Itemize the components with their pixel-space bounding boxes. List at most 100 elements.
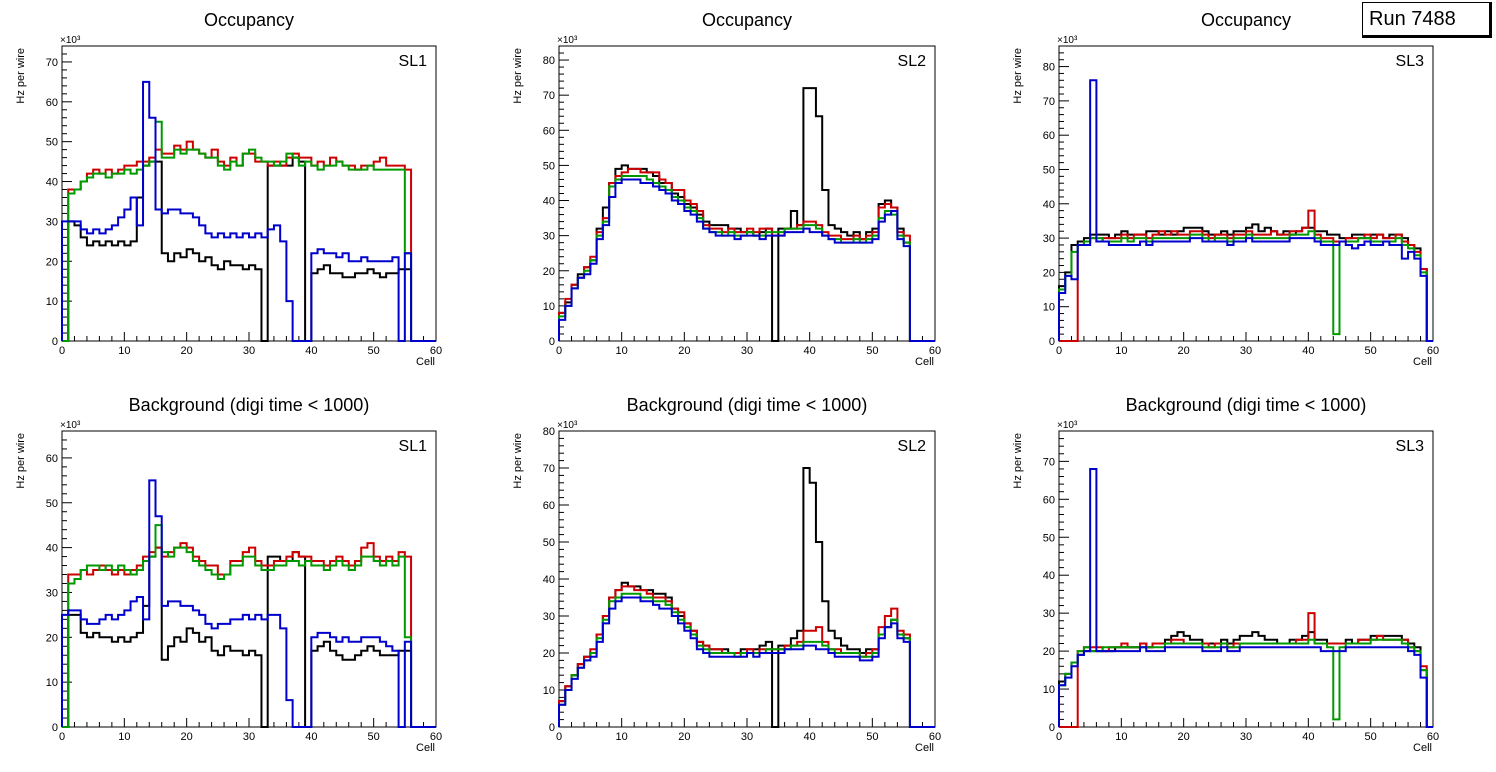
chart-title: Occupancy — [204, 10, 294, 30]
y-tick-label: 30 — [46, 587, 58, 599]
x-axis-label: Cell — [416, 356, 435, 368]
x-axis-label: Cell — [416, 742, 435, 754]
y-tick-label: 10 — [1043, 302, 1055, 314]
x-tick-label: 30 — [741, 345, 753, 357]
x-axis-label: Cell — [915, 742, 934, 754]
x-tick-label: 30 — [1240, 731, 1252, 743]
x-tick-label: 50 — [1365, 345, 1377, 357]
y-tick-label: 30 — [46, 216, 58, 228]
plot-frame — [558, 430, 936, 728]
y-tick-label: 30 — [1043, 608, 1055, 620]
series-blue-histogram — [61, 80, 436, 342]
series-black-histogram — [62, 156, 436, 342]
series-green-histogram — [558, 174, 935, 342]
y-axis-label: Hz per wire — [512, 48, 524, 104]
y-tick-label: 20 — [1043, 646, 1055, 658]
y-tick-label: 70 — [46, 57, 58, 69]
x-tick-label: 50 — [866, 345, 878, 357]
y-axis-label: Hz per wire — [15, 433, 27, 489]
x-tick-label: 60 — [430, 345, 442, 357]
x-tick-label: 10 — [1115, 345, 1127, 357]
y-tick-label: 20 — [543, 266, 555, 278]
y-tick-label: 30 — [543, 231, 555, 243]
y-tick-label: 50 — [1043, 164, 1055, 176]
superlayer-label: SL1 — [399, 438, 428, 455]
series-green-histogram — [558, 592, 935, 728]
plot-frame — [61, 430, 437, 728]
y-tick-label: 80 — [543, 55, 555, 67]
y-tick-label: 40 — [46, 177, 58, 189]
y-axis-exponent: ×10³ — [557, 420, 578, 431]
superlayer-label: SL1 — [399, 53, 428, 70]
y-tick-label: 70 — [543, 463, 555, 475]
y-tick-label: 70 — [1043, 456, 1055, 468]
histogram-panel-6: Background (digi time < 1000) SL3 Cell Hz p… — [1012, 395, 1439, 754]
x-tick-label: 50 — [1365, 731, 1377, 743]
y-tick-label: 0 — [52, 336, 58, 348]
x-tick-label: 20 — [181, 345, 193, 357]
x-tick-label: 60 — [929, 345, 941, 357]
chart-title: Occupancy — [1201, 10, 1291, 30]
y-tick-label: 0 — [52, 722, 58, 734]
x-tick-label: 20 — [1178, 731, 1190, 743]
series-blue-histogram — [1058, 79, 1433, 342]
y-tick-label: 40 — [543, 574, 555, 586]
y-axis-label: Hz per wire — [1012, 48, 1024, 104]
x-tick-label: 20 — [1178, 345, 1190, 357]
series-green-histogram — [1058, 230, 1433, 342]
histogram-panel-2: Occupancy SL2 Cell Hz per wire ×10³ 0 10 20 30 40… — [512, 10, 941, 368]
y-tick-label: 0 — [1049, 722, 1055, 734]
x-tick-label: 60 — [929, 731, 941, 743]
x-tick-label: 60 — [430, 731, 442, 743]
y-tick-label: 50 — [46, 498, 58, 510]
y-axis-label: Hz per wire — [1012, 433, 1024, 489]
x-tick-label: 10 — [118, 345, 130, 357]
series-blue-histogram — [558, 178, 935, 342]
series-red-histogram — [558, 167, 935, 342]
y-tick-label: 60 — [46, 453, 58, 465]
series-red-histogram — [1059, 209, 1433, 342]
x-tick-label: 0 — [1056, 345, 1062, 357]
y-tick-label: 60 — [1043, 130, 1055, 142]
x-tick-label: 50 — [866, 731, 878, 743]
y-tick-label: 0 — [549, 722, 555, 734]
series-blue-histogram — [1058, 467, 1433, 728]
y-tick-label: 0 — [1049, 336, 1055, 348]
y-tick-label: 70 — [1043, 96, 1055, 108]
y-axis-exponent: ×10³ — [1057, 420, 1078, 431]
chart-title: Background (digi time < 1000) — [129, 395, 370, 415]
y-tick-label: 60 — [543, 125, 555, 137]
x-tick-label: 20 — [181, 731, 193, 743]
y-tick-label: 10 — [46, 296, 58, 308]
x-tick-label: 20 — [678, 731, 690, 743]
y-tick-label: 70 — [543, 90, 555, 102]
x-tick-label: 50 — [368, 731, 380, 743]
x-tick-label: 30 — [1240, 345, 1252, 357]
x-tick-label: 10 — [616, 731, 628, 743]
chart-title: Background (digi time < 1000) — [627, 395, 868, 415]
x-tick-label: 40 — [804, 731, 816, 743]
y-tick-label: 20 — [46, 632, 58, 644]
x-tick-label: 30 — [243, 731, 255, 743]
superlayer-label: SL2 — [898, 438, 927, 455]
y-tick-label: 20 — [543, 648, 555, 660]
y-axis-label: Hz per wire — [15, 48, 27, 104]
series-green-histogram — [62, 120, 436, 342]
y-tick-label: 30 — [1043, 233, 1055, 245]
series-blue-histogram — [558, 596, 935, 728]
x-tick-label: 30 — [741, 731, 753, 743]
x-tick-label: 50 — [368, 345, 380, 357]
x-tick-label: 40 — [305, 731, 317, 743]
chart-title: Background (digi time < 1000) — [1126, 395, 1367, 415]
x-tick-label: 20 — [678, 345, 690, 357]
y-tick-label: 80 — [1043, 62, 1055, 74]
x-tick-label: 0 — [556, 731, 562, 743]
run-label-box: Run 7488 — [1362, 2, 1492, 38]
y-tick-label: 40 — [46, 543, 58, 555]
x-tick-label: 60 — [1427, 731, 1439, 743]
x-tick-label: 10 — [616, 345, 628, 357]
plot-frame — [1058, 45, 1434, 342]
histogram-panel-1: Occupancy SL1 Cell Hz per wire ×10³ 0 10 20 30 40… — [15, 10, 442, 368]
superlayer-label: SL2 — [898, 53, 927, 70]
